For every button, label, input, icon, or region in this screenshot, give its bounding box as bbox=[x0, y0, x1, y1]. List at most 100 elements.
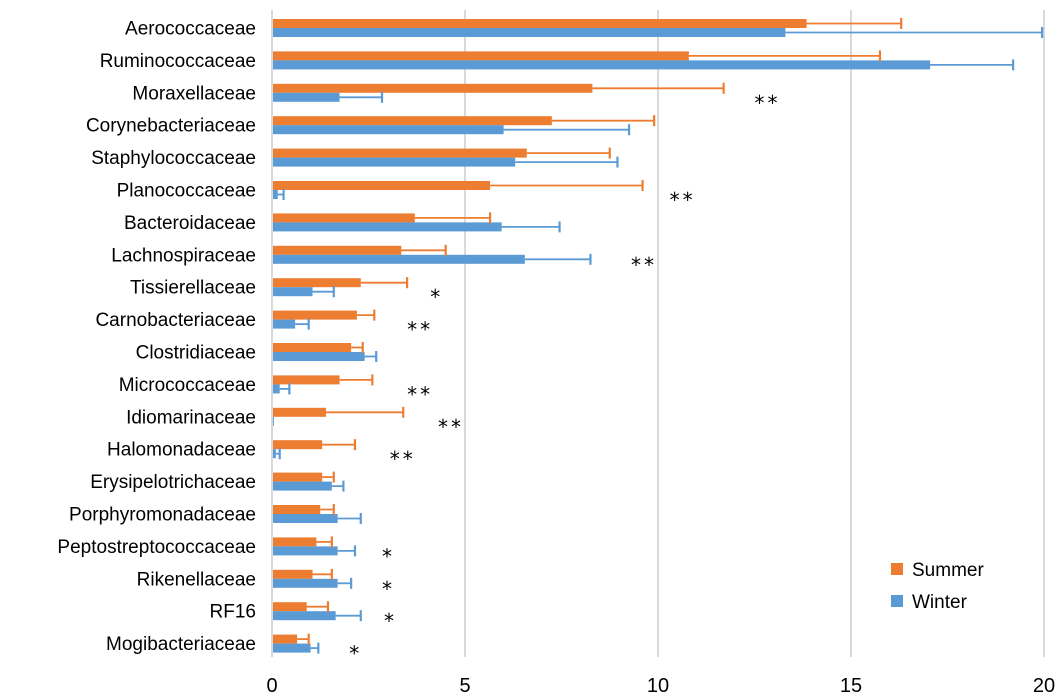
error-bar-summer-12 bbox=[326, 406, 405, 418]
category-label-12: Idiomarinaceae bbox=[126, 407, 256, 428]
significance-mark-2: ** bbox=[755, 91, 781, 115]
error-bar-winter-15 bbox=[337, 513, 362, 524]
error-bar-winter-9 bbox=[295, 318, 310, 330]
category-label-4: Staphylococcaceae bbox=[91, 148, 256, 169]
bars bbox=[272, 19, 931, 653]
bar-winter-0 bbox=[272, 28, 786, 37]
bar-winter-3 bbox=[272, 125, 504, 135]
bar-winter-16 bbox=[272, 546, 338, 556]
error-bar-summer-9 bbox=[356, 309, 376, 321]
category-label-3: Corynebacteriaceae bbox=[86, 116, 256, 137]
x-tick-label-15: 15 bbox=[840, 675, 862, 694]
significance-mark-9: ** bbox=[407, 318, 433, 342]
error-bar-summer-13 bbox=[322, 439, 357, 451]
bar-summer-10 bbox=[272, 343, 352, 352]
error-bar-winter-16 bbox=[337, 545, 357, 557]
error-bar-summer-2 bbox=[592, 82, 725, 94]
bar-winter-1 bbox=[272, 60, 931, 70]
bar-summer-15 bbox=[272, 505, 321, 514]
bar-winter-10 bbox=[272, 352, 365, 361]
significance-mark-8: * bbox=[430, 285, 443, 309]
error-bar-winter-1 bbox=[930, 59, 1015, 71]
legend-swatch-winter bbox=[891, 595, 903, 607]
significance-mark-7: ** bbox=[631, 253, 657, 277]
bar-summer-13 bbox=[272, 440, 323, 450]
error-bar-winter-5 bbox=[277, 189, 285, 200]
bar-summer-3 bbox=[272, 116, 552, 126]
bar-summer-16 bbox=[272, 537, 317, 547]
error-bar-summer-14 bbox=[322, 471, 335, 483]
category-label-6: Bacteroidaceae bbox=[124, 213, 256, 234]
bar-summer-19 bbox=[272, 634, 298, 644]
significance-mark-18: * bbox=[384, 609, 397, 633]
error-bar-summer-5 bbox=[490, 180, 644, 191]
bar-summer-6 bbox=[272, 213, 415, 223]
error-bar-summer-15 bbox=[320, 504, 335, 515]
error-bar-summer-7 bbox=[401, 244, 447, 256]
error-bar-summer-1 bbox=[688, 50, 882, 62]
error-bar-summer-0 bbox=[806, 18, 903, 29]
bar-summer-18 bbox=[272, 602, 307, 612]
significance-mark-13: ** bbox=[390, 447, 416, 471]
bar-summer-5 bbox=[272, 181, 491, 190]
significance-mark-12: ** bbox=[438, 415, 464, 439]
error-bar-summer-17 bbox=[312, 568, 333, 580]
category-label-2: Moraxellaceae bbox=[132, 83, 256, 104]
bar-winter-17 bbox=[272, 578, 338, 588]
error-bar-winter-10 bbox=[364, 351, 378, 362]
legend: Summer Winter bbox=[891, 560, 984, 613]
bar-winter-15 bbox=[272, 514, 338, 523]
bar-summer-2 bbox=[272, 83, 593, 93]
x-tick-label-10: 10 bbox=[647, 675, 669, 694]
bar-summer-9 bbox=[272, 310, 357, 320]
error-bar-summer-3 bbox=[551, 115, 656, 127]
bar-summer-11 bbox=[272, 375, 340, 385]
bar-winter-5 bbox=[272, 190, 278, 199]
error-bar-winter-7 bbox=[524, 253, 592, 265]
error-bar-summer-8 bbox=[360, 277, 409, 289]
significance-mark-11: ** bbox=[407, 382, 433, 406]
bar-winter-8 bbox=[272, 287, 313, 297]
error-bar-winter-2 bbox=[339, 91, 384, 103]
legend-swatch-summer bbox=[891, 563, 903, 575]
error-bars bbox=[275, 18, 1044, 654]
error-bar-winter-4 bbox=[515, 156, 619, 168]
category-label-13: Halomonadaceae bbox=[107, 440, 256, 461]
significance-mark-17: * bbox=[382, 577, 395, 601]
bar-winter-7 bbox=[272, 254, 525, 264]
category-labels: Aerococcaceae Ruminococcaceae Moraxellacea… bbox=[57, 19, 256, 656]
bar-summer-0 bbox=[272, 19, 807, 28]
category-label-11: Micrococcaceae bbox=[119, 375, 256, 396]
category-label-17: Rikenellaceae bbox=[137, 569, 256, 590]
error-bar-summer-19 bbox=[297, 633, 310, 645]
significance-mark-16: * bbox=[382, 544, 395, 568]
category-label-16: Peptostreptococcaceae bbox=[57, 537, 256, 558]
bar-summer-1 bbox=[272, 51, 689, 61]
error-bar-summer-4 bbox=[526, 147, 611, 159]
significance-mark-19: * bbox=[349, 642, 362, 666]
error-bar-winter-17 bbox=[337, 577, 353, 589]
x-tick-label-0: 0 bbox=[266, 675, 277, 694]
category-label-15: Porphyromonadaceae bbox=[69, 505, 256, 526]
error-bar-summer-6 bbox=[414, 212, 492, 224]
error-bar-winter-18 bbox=[335, 610, 362, 622]
x-tick-label-5: 5 bbox=[459, 675, 470, 694]
bar-winter-4 bbox=[272, 157, 516, 167]
error-bar-winter-14 bbox=[331, 480, 345, 492]
bar-winter-6 bbox=[272, 222, 502, 232]
bar-summer-8 bbox=[272, 278, 361, 288]
bar-summer-4 bbox=[272, 148, 527, 158]
category-label-9: Carnobacteriaceae bbox=[95, 310, 256, 331]
category-label-14: Erysipelotrichaceae bbox=[90, 472, 256, 493]
category-label-10: Clostridiaceae bbox=[136, 343, 256, 364]
bar-winter-14 bbox=[272, 481, 332, 491]
significance-markers: ******************** bbox=[349, 91, 781, 666]
category-label-0: Aerococcaceae bbox=[125, 19, 256, 40]
error-bar-summer-18 bbox=[306, 601, 330, 613]
error-bar-winter-11 bbox=[279, 383, 291, 395]
bar-summer-7 bbox=[272, 245, 402, 255]
grid-lines bbox=[464, 10, 1045, 657]
bar-winter-19 bbox=[272, 643, 311, 653]
bar-winter-9 bbox=[272, 319, 296, 329]
